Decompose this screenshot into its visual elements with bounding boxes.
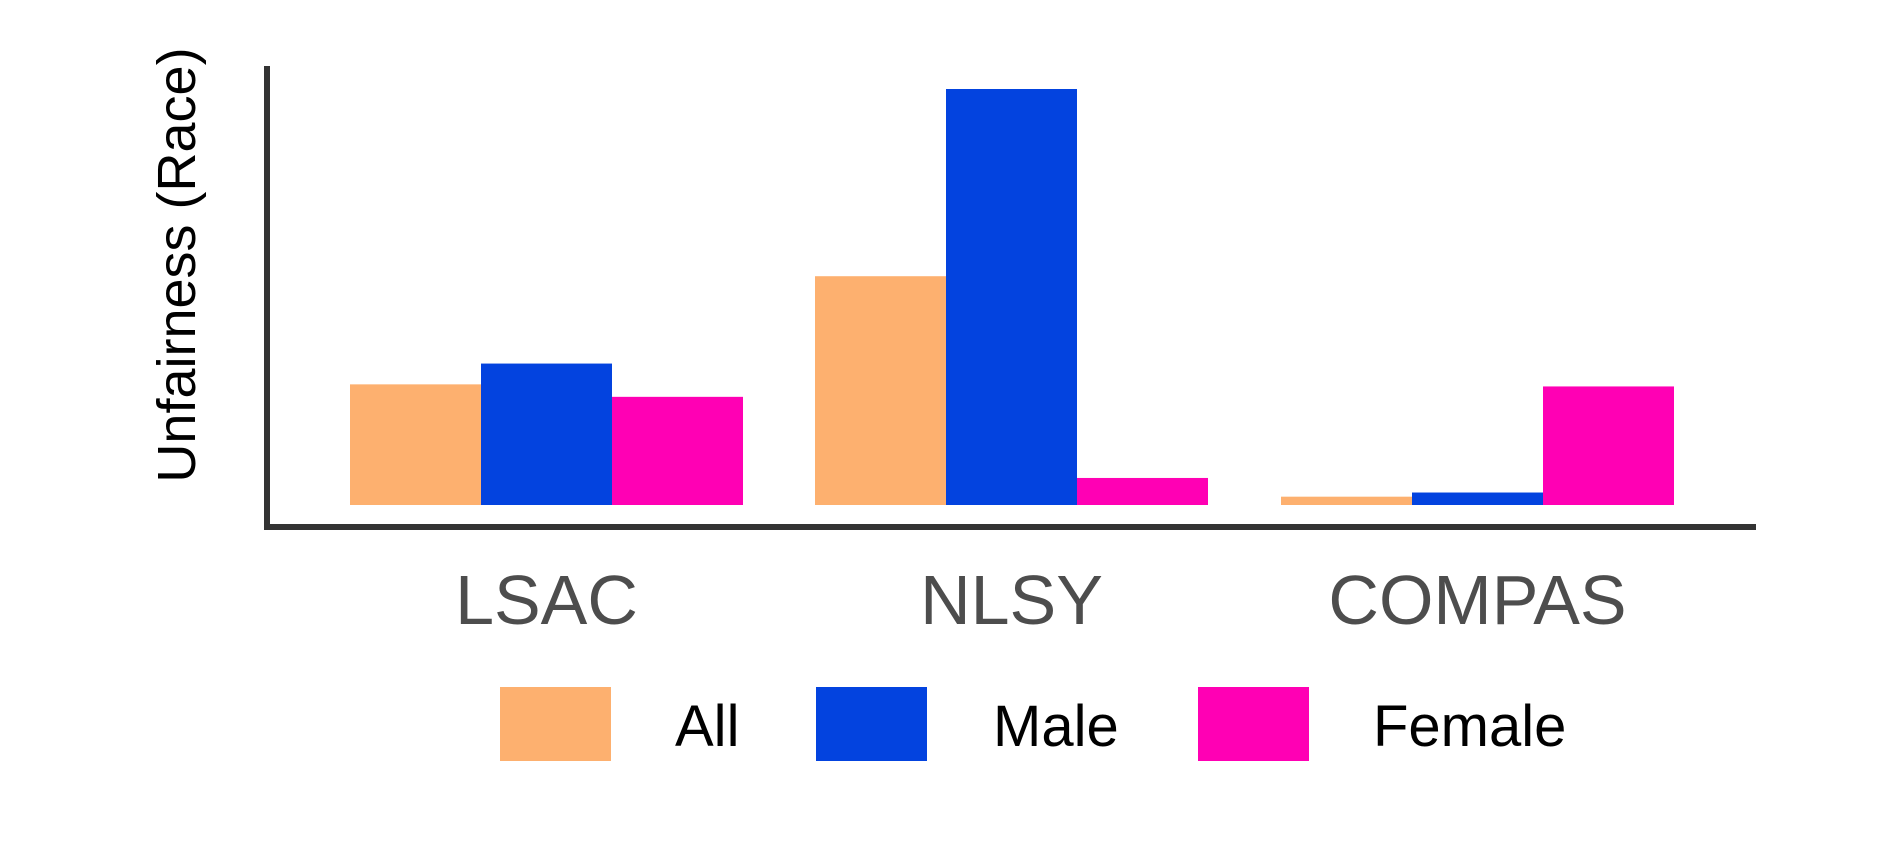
legend-label-male: Male	[993, 694, 1119, 759]
bars-group	[350, 89, 1674, 505]
x-tick-label: COMPAS	[1328, 561, 1626, 639]
x-tick-label: NLSY	[920, 561, 1103, 639]
x-tick-label: LSAC	[455, 561, 638, 639]
legend: All Male Female	[500, 687, 1566, 761]
bar-lsac-male	[481, 363, 612, 505]
bar-lsac-all	[350, 384, 481, 505]
x-tick-labels: LSAC NLSY COMPAS	[455, 561, 1627, 639]
y-axis-label: Unfairness (Race)	[147, 47, 207, 482]
bar-compas-male	[1412, 492, 1543, 505]
bar-compas-female	[1543, 386, 1674, 505]
bar-nlsy-female	[1077, 477, 1208, 505]
legend-swatch-male	[816, 687, 927, 761]
legend-label-all: All	[675, 694, 739, 759]
bar-nlsy-male	[946, 89, 1077, 505]
bar-nlsy-all	[815, 276, 946, 505]
bar-compas-all	[1281, 496, 1412, 505]
legend-swatch-all	[500, 687, 611, 761]
legend-label-female: Female	[1373, 694, 1566, 759]
legend-swatch-female	[1198, 687, 1309, 761]
bar-lsac-female	[612, 396, 743, 505]
